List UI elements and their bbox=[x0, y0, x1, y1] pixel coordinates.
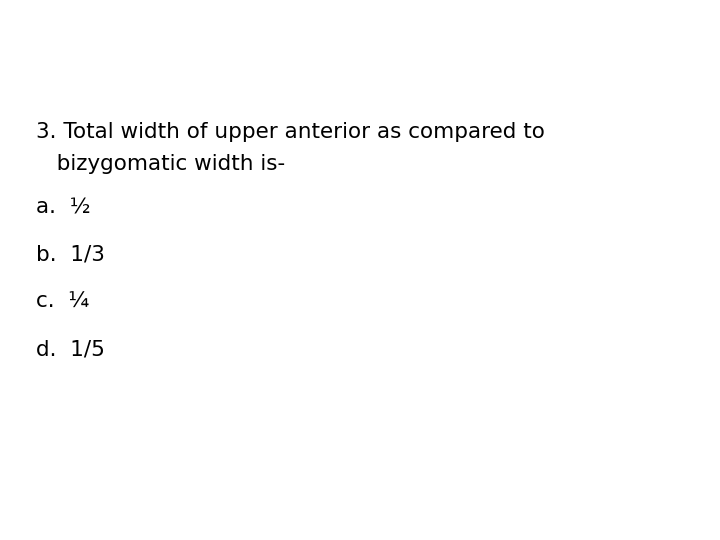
Text: bizygomatic width is-: bizygomatic width is- bbox=[36, 154, 285, 174]
Text: d.  1/5: d. 1/5 bbox=[36, 340, 105, 360]
Text: c.  ¼: c. ¼ bbox=[36, 292, 89, 312]
Text: 3. Total width of upper anterior as compared to: 3. Total width of upper anterior as comp… bbox=[36, 122, 545, 141]
Text: b.  1/3: b. 1/3 bbox=[36, 245, 105, 265]
Text: a.  ½: a. ½ bbox=[36, 197, 91, 217]
